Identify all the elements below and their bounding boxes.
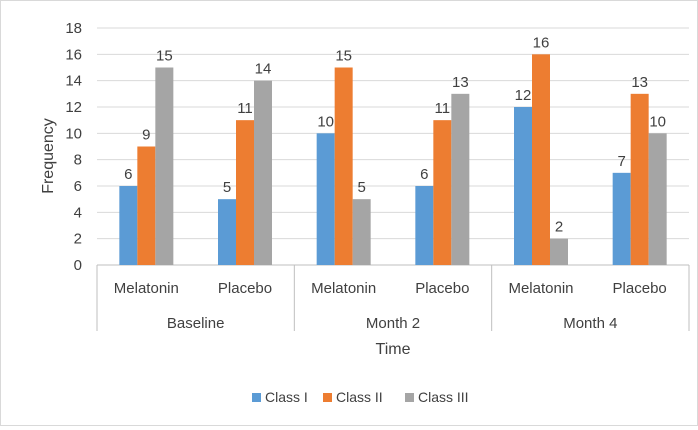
bar: [415, 186, 434, 265]
data-label: 15: [156, 48, 173, 65]
bars: [119, 54, 667, 266]
bar: [612, 172, 631, 265]
data-label: 12: [515, 87, 532, 104]
data-label: 6: [124, 166, 132, 183]
y-tick-label: 12: [65, 99, 82, 116]
bar: [451, 93, 470, 265]
data-label: 16: [533, 34, 550, 51]
y-tick-label: 18: [65, 20, 82, 37]
x-tick-label: Placebo: [613, 280, 667, 297]
bar: [532, 54, 550, 266]
x-tick-label: Melatonin: [114, 280, 179, 297]
data-label: 6: [420, 166, 428, 183]
data-label: 11: [435, 100, 451, 117]
bar: [334, 67, 353, 265]
data-label: 11: [237, 100, 253, 117]
data-label: 5: [357, 179, 365, 196]
data-labels: 6 5 10 6 12 7 9 11 15 11 16 13 15 14 5 13 2 10: [124, 34, 666, 235]
data-label: 10: [649, 113, 666, 130]
bar: [119, 186, 138, 265]
bar: [352, 199, 371, 265]
group-label: Month 2: [366, 315, 420, 332]
bar: [433, 120, 452, 266]
x-axis-title: Time: [376, 341, 411, 358]
data-label: 13: [631, 74, 648, 91]
gridlines: [97, 27, 689, 266]
data-label: 14: [255, 61, 272, 78]
data-label: 13: [452, 74, 469, 91]
y-tick-label: 2: [74, 231, 82, 248]
bar: [218, 199, 236, 265]
legend-swatch: [252, 393, 261, 402]
bar: [316, 133, 335, 265]
bar: [648, 133, 667, 265]
x-tick-label: Melatonin: [508, 280, 573, 297]
y-tick-label: 10: [65, 125, 82, 142]
y-tick-label: 0: [74, 257, 82, 274]
legend-label: Class III: [418, 389, 469, 405]
data-label: 15: [335, 48, 352, 65]
y-tick-label: 14: [65, 73, 82, 90]
data-label: 2: [555, 219, 563, 236]
bar: [550, 238, 568, 265]
y-tick-label: 16: [65, 46, 82, 63]
x-tick-label: Melatonin: [311, 280, 376, 297]
data-label: 9: [142, 127, 150, 144]
y-tick-label: 8: [74, 152, 82, 169]
legend-label: Class I: [265, 389, 308, 405]
legend-label: Class II: [336, 389, 383, 405]
legend-swatch: [405, 393, 414, 402]
bar: [137, 146, 156, 265]
axes: 0 2 4 6 8 10 12 14 16 18 Melatonin Placebo Melatonin…: [65, 20, 690, 332]
group-label: Month 4: [563, 315, 617, 332]
bar: [236, 120, 254, 266]
legend: Class I Class II Class III: [252, 389, 469, 405]
bar: [630, 93, 649, 265]
y-tick-label: 4: [74, 204, 82, 221]
legend-swatch: [323, 393, 332, 402]
bar: [254, 80, 272, 266]
data-label: 5: [223, 179, 231, 196]
x-tick-label: Placebo: [218, 280, 272, 297]
bar: [155, 67, 174, 265]
y-tick-label: 6: [74, 178, 82, 195]
y-axis-title: Frequency: [40, 118, 57, 194]
x-tick-label: Placebo: [415, 280, 469, 297]
data-label: 7: [617, 153, 625, 170]
bar: [514, 107, 532, 265]
data-label: 10: [317, 113, 334, 130]
group-label: Baseline: [167, 315, 225, 332]
